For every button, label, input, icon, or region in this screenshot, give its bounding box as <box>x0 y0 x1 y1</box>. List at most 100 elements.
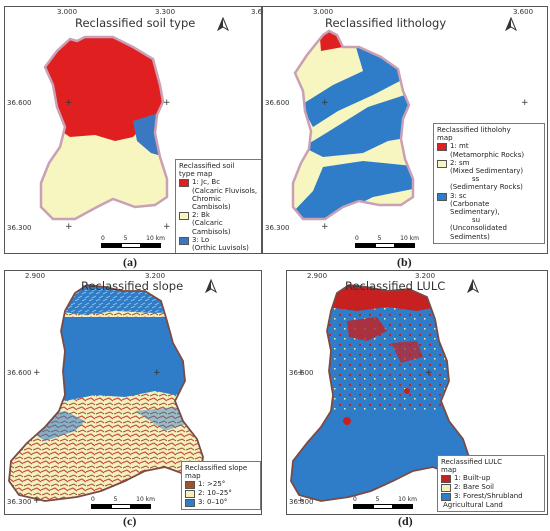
legend-swatch <box>185 490 195 499</box>
scale-label: 10 km <box>400 235 419 242</box>
coord-y1: 36.600 <box>289 369 314 377</box>
scale-label: 0 <box>91 496 95 503</box>
legend-label: 2: Bk <box>192 211 210 220</box>
legend-label: su <box>472 216 481 225</box>
map-panel-soil: + + + + Reclassified soil type 3.000 3.3… <box>4 6 262 254</box>
legend: Reclassified soil type map 1: Jc, Bc (Ca… <box>175 159 261 253</box>
scale-label: 0 <box>353 496 357 503</box>
legend-item-3: 3: sc (Carbonate Sedimentary), su (Uncon… <box>437 192 541 241</box>
scale-label: 5 <box>123 235 128 242</box>
coord-x2: 3.600 <box>513 8 534 16</box>
legend-label: (Carbonate Sedimentary), <box>450 199 500 217</box>
legend-swatch <box>437 159 447 168</box>
north-arrow-icon <box>505 17 517 31</box>
svg-text:+: + <box>33 368 41 378</box>
legend-label: 1: >25° <box>198 480 226 489</box>
scale-label: 5 <box>375 496 380 503</box>
svg-text:+: + <box>425 368 433 378</box>
lithology-map-canvas: + + + <box>291 29 529 232</box>
slope-map-canvas: + + + <box>8 284 204 506</box>
legend-label: (Calcaric Cambisols) <box>192 219 231 236</box>
north-arrow-icon <box>205 279 217 293</box>
coord-y2: 36.300 <box>7 498 32 506</box>
legend-item-1: 1: Built-up <box>441 474 541 484</box>
scale-label: 0 <box>355 235 359 242</box>
legend-label: (Metamorphic Rocks) <box>450 150 525 159</box>
legend-swatch <box>185 499 195 508</box>
legend: Reclassified LULC map 1: Built-up 2: Bar… <box>437 455 545 512</box>
scale-label: 10 km <box>398 496 417 503</box>
coord-y2: 36.300 <box>7 224 32 232</box>
scale-bar: 0 5 10 km <box>353 496 417 509</box>
legend-title-1: Reclassified LULC <box>441 458 503 466</box>
legend-label: 1: mt <box>450 142 469 151</box>
legend-swatch <box>441 475 451 484</box>
legend-swatch <box>185 481 195 490</box>
scale-label: 10 km <box>146 235 165 242</box>
map-panel-slope: + + + Reclassified slope 2.900 3.200 36.… <box>4 270 262 515</box>
legend-label: 2: Bare Soil <box>454 483 495 492</box>
svg-text:+: + <box>33 496 41 506</box>
svg-text:+: + <box>153 368 161 378</box>
map-title: Reclassified LULC <box>345 279 446 293</box>
scale-bar: 0 5 10 km <box>101 235 165 248</box>
legend: Reclassified slope map 1: >25° 2: 10–25°… <box>181 461 261 511</box>
legend-label: Chromic Cambisols) <box>192 194 231 212</box>
legend-title-1: Reclassified soil <box>179 162 235 170</box>
legend-label: 1: Built-up <box>454 474 491 483</box>
legend-item-3: 3: Forest/Shrubland Agricultural Land <box>441 492 541 509</box>
legend-swatch <box>441 484 451 493</box>
soil-map-canvas: + + + + <box>39 35 171 232</box>
legend-swatch <box>437 143 447 152</box>
north-arrow-icon <box>467 279 479 293</box>
svg-text:+: + <box>163 98 171 108</box>
scale-label: 0 <box>101 235 105 242</box>
caption-a: (a) <box>123 255 137 269</box>
legend: Reclassified litholohy map 1: mt (Metamo… <box>433 123 545 244</box>
legend-label: Agricultural Land <box>443 500 503 509</box>
svg-text:+: + <box>163 222 171 232</box>
scale-bar: 0 5 10 km <box>355 235 419 248</box>
map-title: Reclassified slope <box>81 279 184 293</box>
legend-item-1: 1: Jc, Bc (Calcaric Fluvisols, Chromic C… <box>179 178 259 211</box>
legend-title-2: map <box>437 134 453 143</box>
svg-text:+: + <box>321 222 329 232</box>
coord-x2: 3.300 <box>155 8 176 16</box>
legend-label: (Calcaric Fluvisols, <box>192 186 258 195</box>
legend-title-1: Reclassified slope <box>185 464 248 472</box>
svg-text:+: + <box>521 98 529 108</box>
legend-item-2: 2: Bare Soil <box>441 483 541 493</box>
legend-item-2: 2: Bk (Calcaric Cambisols) <box>179 211 259 236</box>
scale-label: 10 km <box>136 496 155 503</box>
svg-text:+: + <box>321 98 329 108</box>
svg-text:+: + <box>65 98 73 108</box>
legend-title-2: type map <box>179 170 213 179</box>
legend-label: ss <box>472 175 480 184</box>
legend-label: 3: 0–10° <box>198 498 228 507</box>
coord-x3: 3.6 <box>251 8 262 16</box>
legend-item-1: 1: >25° <box>185 480 257 490</box>
svg-text:+: + <box>297 496 305 506</box>
coord-x1: 3.000 <box>57 8 78 16</box>
legend-item-2: 2: 10–25° <box>185 489 257 499</box>
coord-y2: 36.300 <box>265 224 290 232</box>
legend-title-2: map <box>185 472 201 481</box>
map-panel-lulc: + + + Reclassified LULC 2.900 3.200 36.6… <box>286 270 548 515</box>
coord-y1: 36.600 <box>7 369 32 377</box>
caption-b: (b) <box>397 255 412 269</box>
legend-label: 2: 10–25° <box>198 489 232 498</box>
legend-label: 2: sm <box>450 158 470 167</box>
scale-bar: 0 5 10 km <box>91 496 155 509</box>
coord-y2: 36.300 <box>289 498 314 506</box>
coord-x2: 3.200 <box>415 272 436 280</box>
legend-swatch <box>179 236 189 245</box>
legend-label: (Orthic Luvisols) <box>192 244 249 253</box>
coord-y1: 36.600 <box>7 99 32 107</box>
legend-swatch <box>437 192 447 201</box>
svg-text:+: + <box>65 222 73 232</box>
coord-y1: 36.600 <box>265 99 290 107</box>
coord-x1: 3.000 <box>313 8 334 16</box>
caption-d: (d) <box>398 514 413 528</box>
legend-label: 3: Forest/Shrubland <box>454 492 523 501</box>
legend-item-3: 3: Lo (Orthic Luvisols) <box>179 236 259 252</box>
